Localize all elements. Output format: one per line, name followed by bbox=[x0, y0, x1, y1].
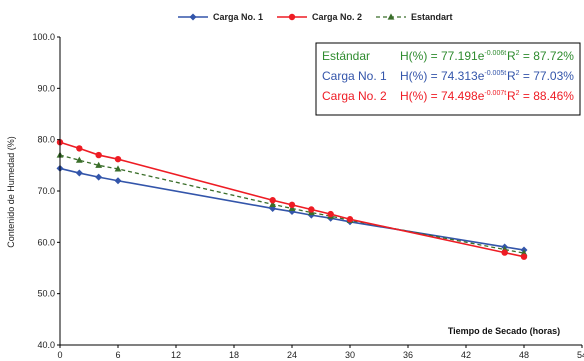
equation-r2: R2 = 87.72% bbox=[507, 49, 574, 63]
equation-row: Carga No. 1 H(%) = 74.313e-0.005t R2 = 77.… bbox=[322, 69, 574, 83]
x-tick-label: 30 bbox=[345, 350, 355, 360]
equation-box-frame bbox=[315, 42, 581, 116]
x-tick-label: 54 bbox=[577, 350, 584, 360]
legend-item-carga-no-1: Carga No. 1 bbox=[178, 12, 263, 22]
legend-swatch-marker bbox=[288, 13, 296, 21]
equation-row: Estándar H(%) = 77.191e-0.006t R2 = 87.72% bbox=[322, 49, 574, 63]
equation-r2: R2 = 88.46% bbox=[507, 89, 574, 103]
data-point bbox=[501, 249, 508, 256]
data-point bbox=[95, 151, 102, 159]
data-point bbox=[269, 197, 276, 204]
legend-item-carga-no-2: Carga No. 2 bbox=[277, 12, 362, 22]
equation-label: Carga No. 2 bbox=[322, 89, 387, 103]
data-point bbox=[346, 216, 354, 223]
x-axis-title: Tiempo de Secado (horas) bbox=[448, 326, 560, 336]
x-tick-label: 24 bbox=[287, 350, 297, 360]
data-point bbox=[95, 161, 103, 168]
y-tick-label: 90.0 bbox=[37, 83, 55, 93]
series-carga-no-2 bbox=[56, 139, 528, 260]
data-point bbox=[75, 156, 83, 163]
y-axis-title: Contenido de Humedad (%) bbox=[6, 136, 16, 248]
x-tick-label: 6 bbox=[115, 350, 120, 360]
legend-swatch-marker bbox=[189, 13, 197, 21]
data-point bbox=[114, 165, 122, 172]
legend: Carga No. 1 Carga No. 2 Estandart bbox=[178, 12, 453, 22]
equation-formula: H(%) = 74.313e-0.005t bbox=[400, 69, 506, 83]
equation-label: Carga No. 1 bbox=[322, 69, 387, 83]
x-tick-label: 42 bbox=[461, 350, 471, 360]
x-tick-label: 0 bbox=[57, 350, 62, 360]
legend-swatch-marker bbox=[387, 13, 395, 20]
equation-row: Carga No. 2 H(%) = 74.498e-0.007t R2 = 88.… bbox=[322, 89, 574, 103]
x-tick-label: 18 bbox=[229, 350, 239, 360]
data-point bbox=[520, 253, 528, 260]
data-point bbox=[114, 155, 122, 163]
x-tick-label: 48 bbox=[519, 350, 529, 360]
y-tick-label: 70.0 bbox=[37, 186, 55, 196]
y-tick-label: 80.0 bbox=[37, 135, 55, 145]
equation-box: Estándar H(%) = 77.191e-0.006t R2 = 87.72%… bbox=[315, 42, 581, 116]
equation-formula: H(%) = 74.498e-0.007t bbox=[400, 89, 506, 103]
equation-formula: H(%) = 77.191e-0.006t bbox=[400, 49, 506, 63]
data-point bbox=[114, 177, 122, 185]
data-point bbox=[308, 206, 315, 213]
data-point bbox=[95, 173, 103, 181]
data-point bbox=[269, 200, 277, 207]
y-tick-label: 50.0 bbox=[37, 289, 55, 299]
plot-area bbox=[56, 139, 528, 260]
x-tick-label: 12 bbox=[171, 350, 181, 360]
legend-label: Carga No. 2 bbox=[312, 12, 362, 22]
data-point bbox=[76, 145, 83, 152]
y-tick-label: 40.0 bbox=[37, 340, 55, 350]
y-tick-label: 60.0 bbox=[37, 237, 55, 247]
y-tick-label: 100.0 bbox=[32, 32, 55, 42]
equation-r2: R2 = 77.03% bbox=[507, 69, 574, 83]
axes: 40.0 50.0 60.0 70.0 80.0 90.0 100.0 0 6 12 18 24 30 3… bbox=[32, 32, 584, 360]
legend-item-estandart: Estandart bbox=[376, 12, 453, 22]
legend-label: Carga No. 1 bbox=[213, 12, 263, 22]
x-tick-label: 36 bbox=[403, 350, 413, 360]
data-point bbox=[75, 169, 83, 177]
data-point bbox=[288, 201, 296, 209]
legend-label: Estandart bbox=[411, 12, 453, 22]
equation-label: Estándar bbox=[322, 49, 370, 63]
data-point bbox=[327, 210, 334, 218]
